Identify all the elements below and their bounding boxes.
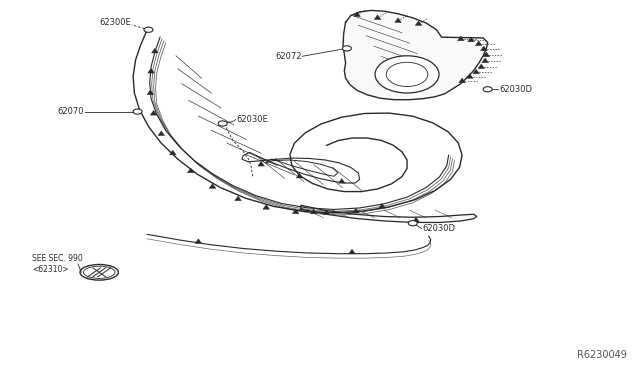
Polygon shape [349, 249, 355, 254]
Polygon shape [379, 203, 385, 208]
Text: 62070: 62070 [58, 107, 84, 116]
Polygon shape [301, 205, 477, 222]
Polygon shape [459, 78, 465, 83]
Text: 62072: 62072 [275, 52, 301, 61]
Polygon shape [296, 173, 303, 178]
Polygon shape [353, 208, 359, 213]
Circle shape [375, 56, 439, 93]
Text: 62030D: 62030D [422, 224, 456, 233]
Polygon shape [323, 210, 330, 214]
Polygon shape [152, 48, 158, 53]
Polygon shape [292, 209, 299, 214]
Polygon shape [413, 217, 419, 222]
Polygon shape [148, 68, 154, 73]
Polygon shape [473, 69, 479, 74]
Polygon shape [395, 18, 401, 22]
Polygon shape [343, 10, 488, 100]
Polygon shape [339, 179, 345, 183]
Text: 62030D: 62030D [499, 85, 532, 94]
Ellipse shape [80, 264, 118, 280]
Polygon shape [310, 209, 317, 214]
Circle shape [342, 46, 351, 51]
Polygon shape [468, 37, 474, 42]
Polygon shape [195, 239, 202, 243]
Polygon shape [150, 110, 157, 115]
Text: SEE SEC. 990: SEE SEC. 990 [32, 254, 83, 263]
Polygon shape [188, 168, 194, 173]
Polygon shape [258, 161, 264, 166]
Polygon shape [483, 52, 490, 57]
Ellipse shape [83, 266, 115, 278]
Polygon shape [158, 131, 164, 135]
Circle shape [218, 121, 227, 126]
Circle shape [144, 27, 153, 32]
Polygon shape [354, 12, 360, 16]
Polygon shape [415, 21, 422, 25]
Text: 62030E: 62030E [237, 115, 269, 124]
Polygon shape [481, 46, 487, 51]
Polygon shape [263, 205, 269, 209]
Polygon shape [209, 184, 216, 188]
Polygon shape [467, 74, 473, 78]
Polygon shape [476, 41, 482, 45]
Circle shape [483, 87, 492, 92]
Polygon shape [374, 15, 381, 19]
Text: 62300E: 62300E [99, 18, 131, 27]
Text: <62310>: <62310> [32, 265, 68, 274]
Circle shape [133, 109, 142, 114]
Polygon shape [458, 36, 464, 41]
Polygon shape [482, 58, 488, 62]
Polygon shape [235, 196, 241, 201]
Circle shape [387, 62, 428, 86]
Polygon shape [170, 150, 176, 155]
Circle shape [408, 221, 417, 226]
Polygon shape [147, 90, 154, 94]
Text: R6230049: R6230049 [577, 350, 627, 360]
Polygon shape [478, 64, 484, 68]
